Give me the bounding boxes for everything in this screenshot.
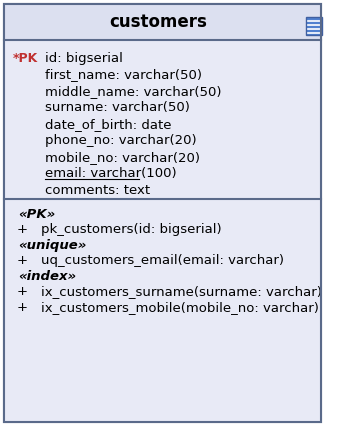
FancyBboxPatch shape — [4, 4, 321, 422]
Text: middle_name: varchar(50): middle_name: varchar(50) — [45, 85, 222, 98]
FancyBboxPatch shape — [4, 4, 321, 40]
Text: «unique»: «unique» — [18, 239, 86, 252]
Text: date_of_birth: date: date_of_birth: date — [45, 118, 171, 131]
Text: mobile_no: varchar(20): mobile_no: varchar(20) — [45, 151, 200, 164]
Text: +: + — [16, 285, 27, 298]
FancyBboxPatch shape — [4, 40, 321, 199]
Text: +: + — [16, 223, 27, 236]
Text: email: varchar(100): email: varchar(100) — [45, 167, 177, 180]
Text: *PK: *PK — [13, 52, 38, 65]
Text: comments: text: comments: text — [45, 184, 150, 197]
FancyBboxPatch shape — [306, 17, 322, 35]
Text: +: + — [16, 301, 27, 314]
FancyBboxPatch shape — [4, 199, 321, 422]
Text: first_name: varchar(50): first_name: varchar(50) — [45, 68, 202, 81]
Text: surname: varchar(50): surname: varchar(50) — [45, 101, 190, 114]
Text: ix_customers_mobile(mobile_no: varchar): ix_customers_mobile(mobile_no: varchar) — [40, 301, 318, 314]
Text: «index»: «index» — [18, 270, 76, 283]
Text: «PK»: «PK» — [18, 208, 55, 221]
Text: uq_customers_email(email: varchar): uq_customers_email(email: varchar) — [40, 254, 283, 267]
Text: ix_customers_surname(surname: varchar): ix_customers_surname(surname: varchar) — [40, 285, 321, 298]
Text: id: bigserial: id: bigserial — [45, 52, 123, 65]
Text: customers: customers — [109, 13, 208, 31]
Text: pk_customers(id: bigserial): pk_customers(id: bigserial) — [40, 223, 221, 236]
Text: +: + — [16, 254, 27, 267]
Text: phone_no: varchar(20): phone_no: varchar(20) — [45, 134, 197, 147]
